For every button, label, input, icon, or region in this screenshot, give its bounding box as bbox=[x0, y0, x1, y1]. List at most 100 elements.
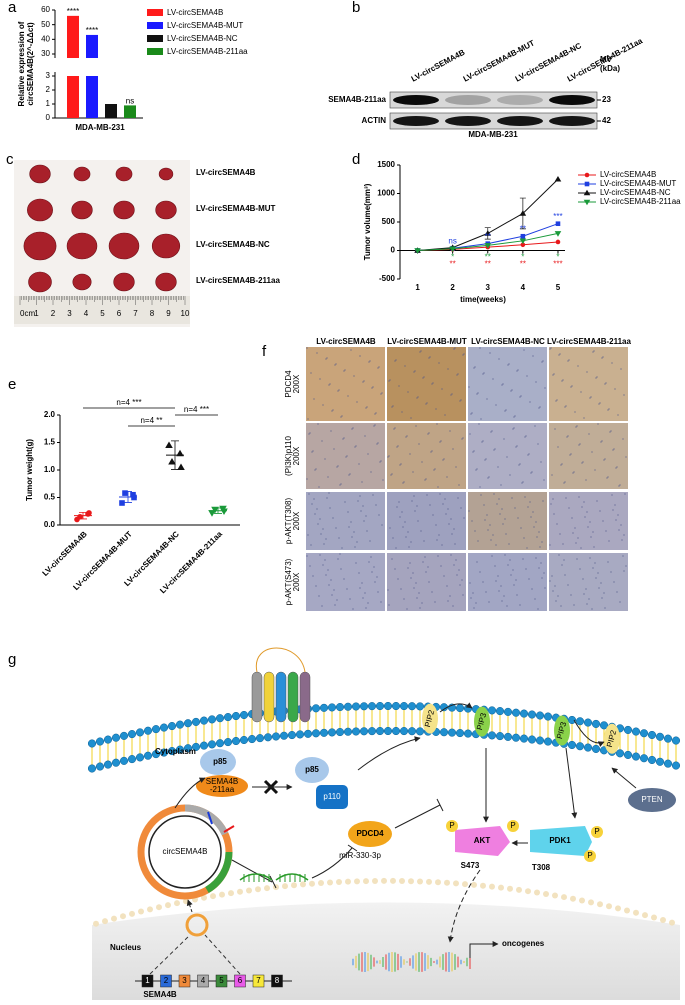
texture bbox=[468, 510, 470, 512]
texture bbox=[552, 590, 554, 592]
texture bbox=[562, 379, 564, 381]
texture bbox=[410, 541, 412, 543]
texture bbox=[525, 435, 527, 437]
sema4b-211aa bbox=[196, 775, 248, 797]
texture bbox=[306, 555, 308, 557]
texture bbox=[490, 431, 492, 433]
texture bbox=[582, 578, 584, 580]
lipid-head bbox=[647, 730, 657, 740]
texture bbox=[530, 472, 532, 474]
texture bbox=[338, 389, 340, 391]
texture bbox=[394, 568, 396, 570]
lipid-head bbox=[183, 719, 193, 728]
texture bbox=[349, 598, 351, 600]
lipid-head bbox=[327, 728, 337, 737]
texture bbox=[372, 386, 374, 388]
texture bbox=[580, 391, 582, 393]
lipid-head bbox=[631, 752, 641, 761]
texture bbox=[315, 468, 317, 470]
texture bbox=[619, 484, 621, 486]
texture bbox=[522, 558, 524, 560]
texture bbox=[351, 428, 353, 430]
band bbox=[445, 95, 491, 105]
exon bbox=[234, 974, 246, 988]
texture bbox=[614, 504, 616, 506]
texture bbox=[504, 554, 506, 556]
texture bbox=[363, 520, 365, 522]
lipid-head bbox=[167, 722, 177, 731]
bar bbox=[86, 76, 98, 118]
texture bbox=[623, 534, 625, 536]
lipid-head bbox=[527, 735, 537, 744]
lipid-head bbox=[319, 728, 329, 737]
annotation: ** bbox=[485, 253, 491, 262]
texture bbox=[529, 401, 531, 403]
legend-label: LV-circSEMA4B bbox=[600, 170, 656, 179]
texture bbox=[428, 432, 430, 434]
nuclear-membrane bbox=[507, 885, 513, 892]
point bbox=[119, 500, 125, 506]
texture bbox=[488, 476, 490, 478]
texture bbox=[500, 585, 502, 587]
tumor bbox=[158, 167, 174, 181]
texture bbox=[426, 494, 428, 496]
lipid-head bbox=[231, 711, 241, 721]
legend-marker bbox=[584, 181, 590, 187]
legend-marker bbox=[584, 172, 590, 178]
lipid-head bbox=[95, 762, 105, 771]
x-tick-label: 5 bbox=[556, 283, 561, 292]
texture bbox=[533, 526, 535, 528]
micrograph bbox=[306, 347, 385, 421]
texture bbox=[442, 459, 444, 461]
texture bbox=[372, 494, 374, 496]
label: 1 bbox=[145, 976, 150, 985]
texture bbox=[324, 559, 326, 561]
x-tick-label: LV-circSEMA4B bbox=[41, 529, 90, 578]
texture bbox=[426, 402, 428, 404]
texture bbox=[441, 544, 443, 546]
texture bbox=[376, 443, 378, 445]
tumor bbox=[113, 200, 135, 220]
lipid-head bbox=[311, 704, 321, 713]
texture bbox=[567, 360, 569, 362]
blot-label: SEMA4B-211aa bbox=[328, 95, 386, 104]
texture bbox=[410, 577, 412, 579]
texture bbox=[557, 595, 559, 597]
texture bbox=[457, 497, 459, 499]
texture bbox=[459, 400, 461, 402]
texture bbox=[586, 371, 588, 373]
texture bbox=[325, 574, 327, 576]
texture bbox=[538, 531, 540, 533]
label: 5 bbox=[219, 976, 224, 985]
point bbox=[449, 246, 456, 253]
legend-swatch bbox=[147, 22, 163, 29]
texture bbox=[520, 395, 522, 397]
lipid-head bbox=[511, 733, 521, 742]
texture bbox=[560, 464, 562, 466]
lipid-head bbox=[375, 726, 385, 736]
texture bbox=[326, 357, 328, 359]
axis-title: Tumor volume(mm³) bbox=[363, 183, 372, 260]
lipid-head bbox=[599, 721, 609, 730]
label: PDK1 bbox=[549, 836, 571, 845]
texture bbox=[307, 534, 309, 536]
annotation: * bbox=[521, 253, 524, 262]
band bbox=[497, 95, 543, 105]
texture bbox=[333, 589, 335, 591]
nuclear-membrane bbox=[606, 903, 612, 910]
texture bbox=[577, 537, 579, 539]
legend-label: LV-circSEMA4B-211aa bbox=[600, 197, 681, 206]
texture bbox=[421, 602, 423, 604]
texture bbox=[429, 356, 431, 358]
legend-label: LV-circSEMA4B-NC bbox=[167, 34, 238, 43]
texture bbox=[309, 565, 311, 567]
lipid-head bbox=[527, 710, 537, 719]
texture bbox=[621, 539, 623, 541]
texture bbox=[514, 507, 516, 509]
label: S473 bbox=[461, 861, 480, 870]
texture bbox=[581, 506, 583, 508]
texture bbox=[366, 530, 368, 532]
column-header: LV-circSEMA4B-211aa bbox=[547, 337, 631, 346]
texture bbox=[416, 505, 418, 507]
texture bbox=[570, 386, 572, 388]
